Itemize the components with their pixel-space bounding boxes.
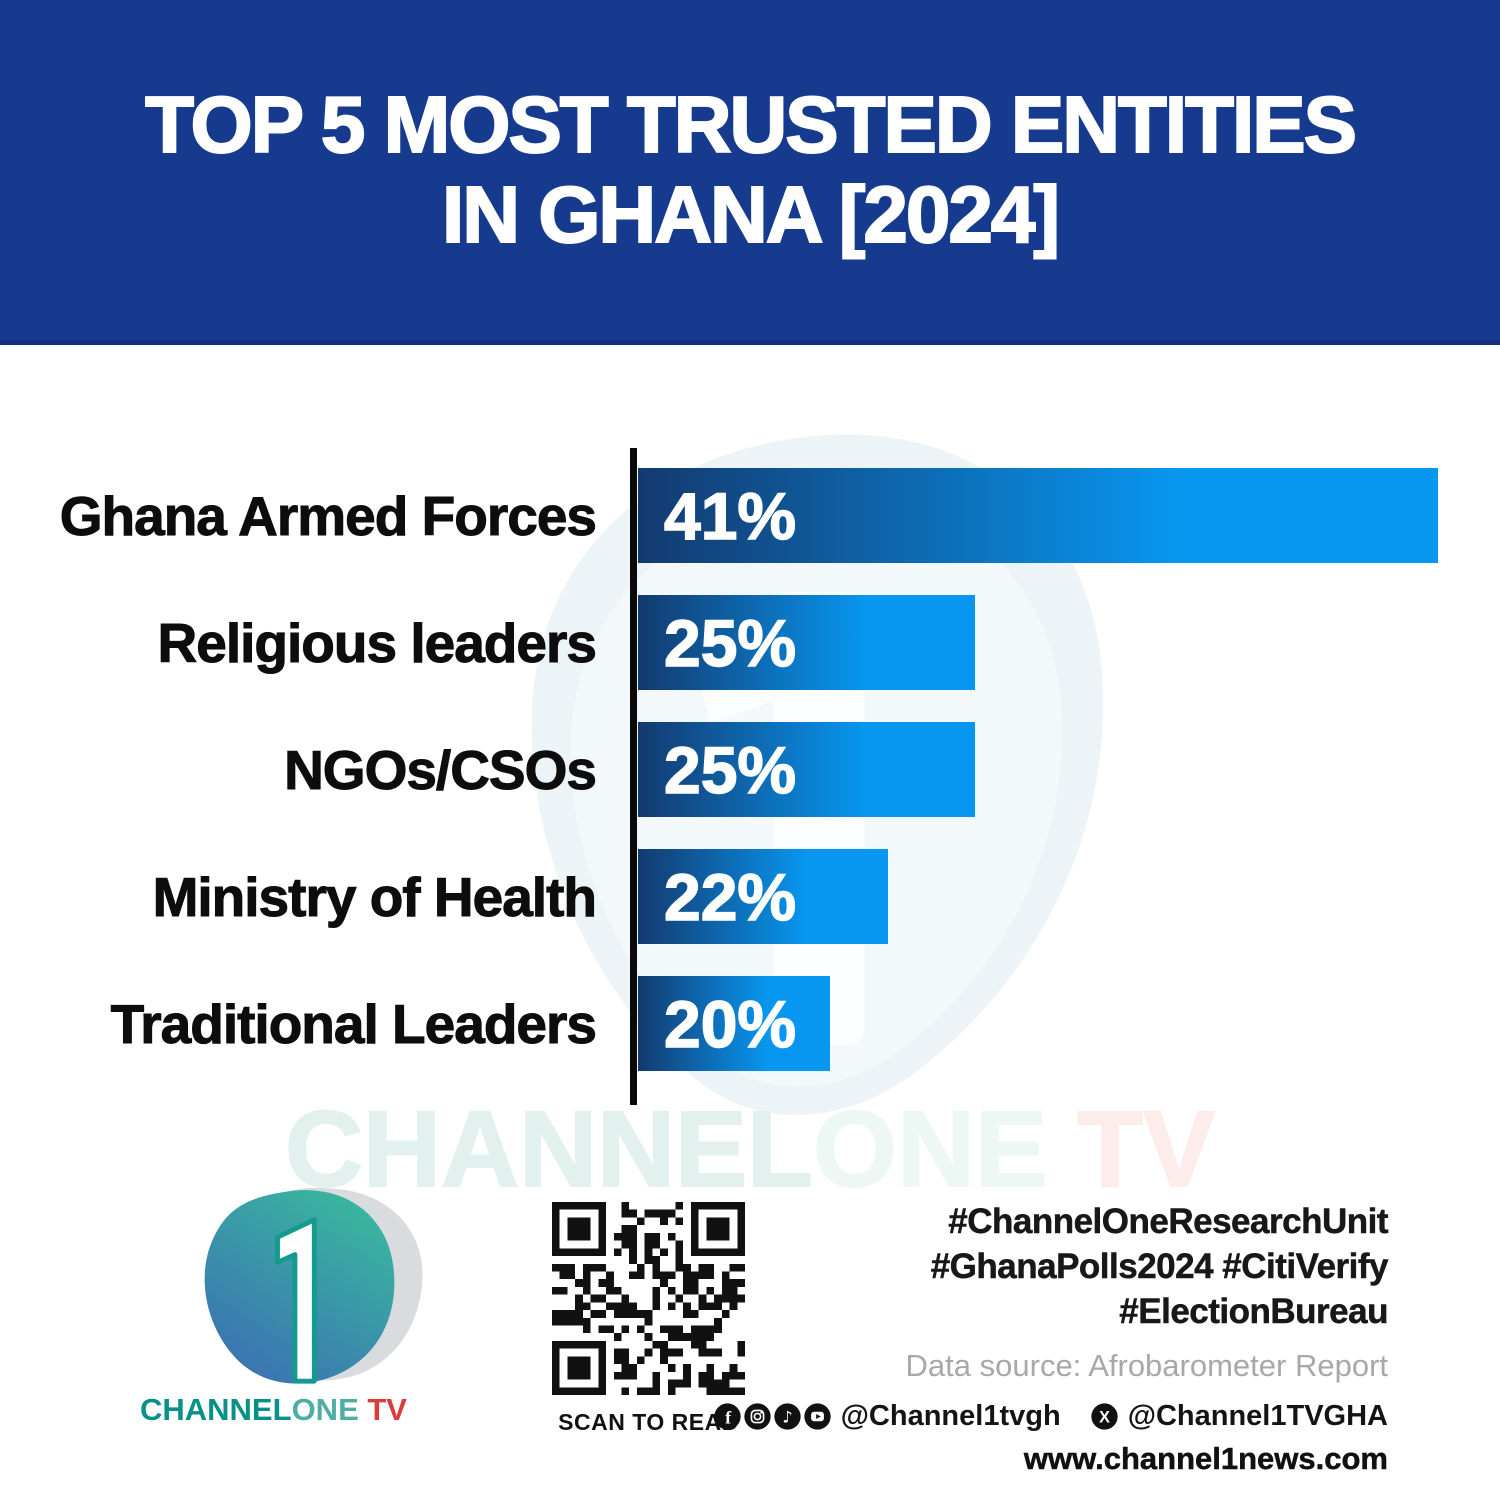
- qr-caption: SCAN TO READ: [558, 1409, 739, 1435]
- footer-right-block: #ChannelOneResearchUnit #GhanaPolls2024 …: [713, 1199, 1389, 1477]
- social-row: f ♪ @Channel1tvgh: [713, 1400, 1388, 1433]
- category-label: NGOs/CSOs: [284, 738, 598, 801]
- bar: 25%: [638, 595, 975, 690]
- tiktok-icon: ♪: [773, 1403, 801, 1430]
- bar: 22%: [638, 849, 888, 944]
- bar-value-label: 41%: [663, 478, 797, 554]
- logo-one-glyph: [275, 1217, 317, 1384]
- bar-chart: Ghana Armed Forces 41% Religious leaders…: [0, 468, 1500, 1071]
- facebook-icon: f: [713, 1403, 741, 1430]
- bar-chart-row: Religious leaders 25%: [0, 595, 1500, 690]
- brand-wordmark: CHANNELONE TV: [140, 1392, 407, 1428]
- chart-baseline-axis: [630, 448, 637, 1105]
- youtube-icon: [803, 1403, 831, 1430]
- category-label: Traditional Leaders: [110, 992, 597, 1055]
- bar: 41%: [638, 468, 1438, 563]
- qr-code: [552, 1202, 745, 1395]
- bar-chart-row: NGOs/CSOs 25%: [0, 722, 1500, 817]
- category-label: Religious leaders: [157, 611, 597, 674]
- category-label: Ghana Armed Forces: [59, 484, 597, 547]
- instagram-icon: [743, 1403, 771, 1430]
- bar-value-label: 25%: [663, 605, 797, 681]
- hashtag-line-1: #ChannelOneResearchUnit: [948, 1202, 1389, 1242]
- x-icon: X: [1091, 1403, 1118, 1430]
- page-title-line2: IN GHANA [2024]: [441, 169, 1061, 260]
- page-title-line1: TOP 5 MOST TRUSTED ENTITIES: [144, 79, 1358, 170]
- social-handle-1: @Channel1tvgh: [840, 1400, 1061, 1432]
- bar-chart-row: Ghana Armed Forces 41%: [0, 468, 1500, 563]
- bar-chart-row: Ministry of Health 22%: [0, 849, 1500, 944]
- hashtag-line-3: #ElectionBureau: [1119, 1292, 1389, 1332]
- hashtag-line-2: #GhanaPolls2024 #CitiVerify: [930, 1247, 1388, 1287]
- bar-chart-row: Traditional Leaders 20%: [0, 976, 1500, 1071]
- brand-part3: TV: [358, 1392, 407, 1427]
- category-label: Ministry of Health: [152, 865, 597, 928]
- data-source: Data source: Afrobarometer Report: [905, 1348, 1388, 1383]
- svg-text:♪: ♪: [782, 1408, 792, 1427]
- svg-text:f: f: [725, 1407, 732, 1427]
- social-icon-cluster: f ♪: [713, 1403, 831, 1430]
- channel-one-tv-logo: [204, 1187, 423, 1384]
- header-banner: TOP 5 MOST TRUSTED ENTITIES IN GHANA [20…: [0, 0, 1500, 345]
- watermark-part3: TV: [1047, 1087, 1216, 1210]
- bar-value-label: 20%: [663, 986, 797, 1062]
- brand-part1: CHANNEL: [140, 1392, 292, 1427]
- watermark-part2: ONE: [812, 1087, 1048, 1210]
- social-handle-2: @Channel1TVGHA: [1127, 1400, 1388, 1432]
- bar: 25%: [638, 722, 975, 817]
- bar-value-label: 22%: [663, 859, 797, 935]
- bar-value-label: 25%: [663, 732, 797, 808]
- website-url: www.channel1news.com: [1023, 1441, 1389, 1477]
- svg-text:X: X: [1099, 1409, 1110, 1427]
- brand-part2: ONE: [291, 1392, 359, 1427]
- bar: 20%: [638, 976, 830, 1071]
